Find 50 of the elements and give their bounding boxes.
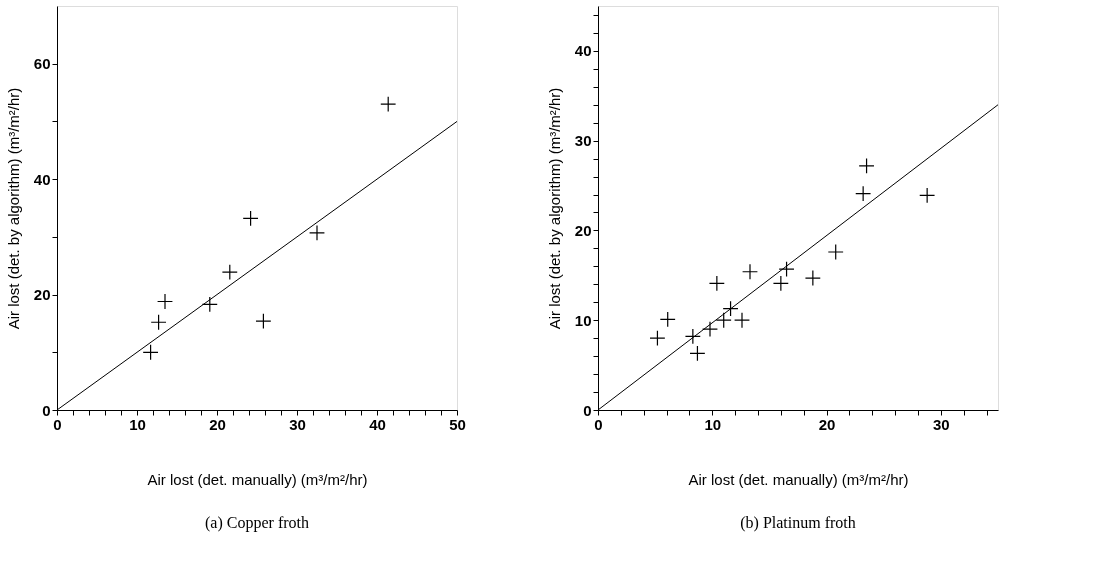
point (659, 311, 676, 328)
point (221, 264, 238, 281)
point (778, 261, 795, 278)
point (855, 185, 872, 202)
x-tick-label: 30 (933, 415, 950, 433)
x-axis-title: Air lost (det. manually) (m³/m²/hr) (147, 470, 368, 488)
point (142, 344, 159, 361)
text: (a) Copper froth (205, 514, 309, 532)
point (804, 270, 821, 287)
point (689, 345, 706, 362)
x-tick-label: 20 (209, 415, 226, 433)
point (733, 312, 751, 329)
point (722, 300, 739, 317)
y-tick-label: 10 (574, 311, 592, 329)
y-tick-label: 20 (574, 221, 592, 239)
y-axis-title: Air lost (det. by algorithm) (m³/m²/hr) (4, 87, 22, 330)
x-tick-label: 0 (53, 415, 62, 433)
point (772, 275, 789, 292)
point (308, 224, 326, 241)
x-tick-label: 10 (129, 415, 146, 433)
y-tick-label: 60 (33, 55, 51, 73)
point (201, 296, 218, 313)
point (380, 96, 397, 113)
x-tick-label: 0 (594, 415, 603, 433)
point (150, 314, 167, 331)
text: (b) Platinum froth (740, 514, 856, 532)
point (156, 293, 174, 310)
x-tick-label: 30 (289, 415, 306, 433)
y-tick-label: 0 (583, 401, 592, 419)
x-tick-label: 20 (818, 415, 836, 433)
point (242, 210, 259, 227)
y-tick-label: 20 (33, 286, 51, 304)
point (919, 187, 936, 204)
point (684, 328, 701, 345)
point (255, 313, 272, 330)
point (858, 157, 875, 174)
point (715, 312, 732, 329)
point (708, 275, 725, 292)
y-tick-label: 30 (574, 132, 592, 150)
x-tick-label: 50 (449, 415, 466, 433)
point (649, 330, 666, 347)
y-axis-title: Air lost (det. by algorithm) (m³/m²/hr) (545, 87, 563, 330)
x-tick-label: 40 (369, 415, 386, 433)
point (827, 243, 844, 261)
y-tick-label: 40 (33, 170, 51, 188)
y-tick-label: 0 (42, 401, 51, 419)
y-tick-label: 40 (574, 42, 592, 60)
point (741, 263, 759, 280)
x-tick-label: 10 (704, 415, 722, 433)
x-axis-title: Air lost (det. manually) (m³/m²/hr) (688, 470, 909, 488)
